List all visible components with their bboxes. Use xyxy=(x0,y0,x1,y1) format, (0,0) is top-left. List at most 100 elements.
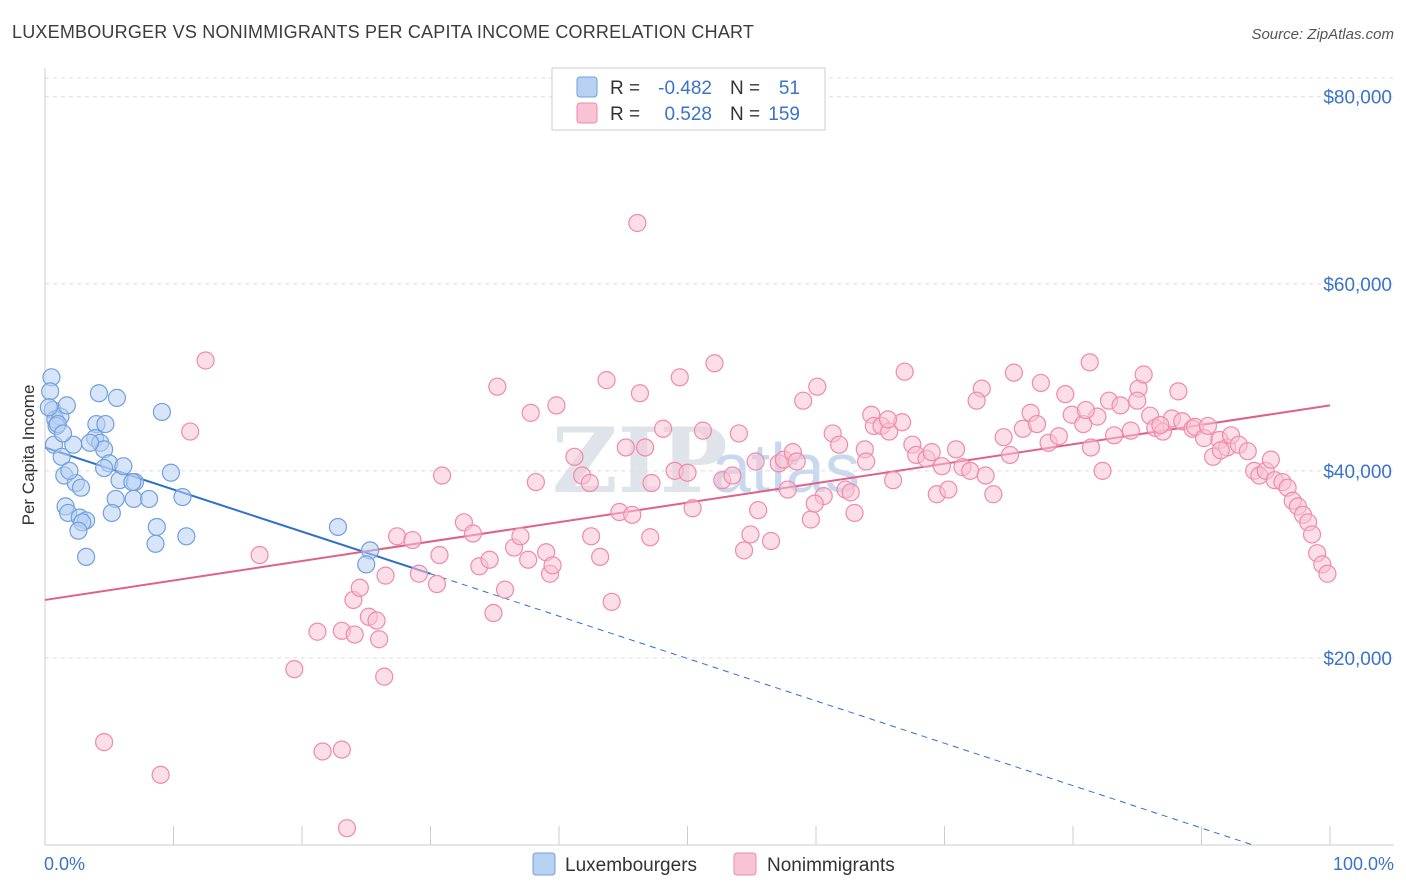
point-nonimmigrants xyxy=(547,396,566,415)
point-nonimmigrants xyxy=(511,527,530,546)
point-nonimmigrants xyxy=(623,505,642,524)
point-luxembourgers xyxy=(124,489,143,509)
point-nonimmigrants xyxy=(1261,450,1280,469)
point-luxembourgers xyxy=(95,458,114,478)
point-nonimmigrants xyxy=(1238,442,1257,461)
y-tick-labels: $20,000 $40,000 $60,000 $80,000 xyxy=(1323,88,1392,670)
y-tick-label: $20,000 xyxy=(1323,649,1392,670)
point-luxembourgers xyxy=(60,461,79,480)
point-nonimmigrants xyxy=(841,483,860,502)
point-nonimmigrants xyxy=(616,438,635,457)
point-nonimmigrants xyxy=(678,463,697,482)
bottom-legend-swatch-luxembourgers[interactable] xyxy=(532,852,556,876)
point-nonimmigrants xyxy=(376,566,395,585)
point-luxembourgers xyxy=(77,547,96,567)
point-luxembourgers xyxy=(71,478,91,497)
legend-n-label: N = xyxy=(730,78,760,99)
bottom-legend-label-luxembourgers[interactable]: Luxembourgers xyxy=(565,855,697,876)
legend-n-value-nonimmigrants: 159 xyxy=(768,104,800,125)
point-luxembourgers xyxy=(147,517,166,537)
point-nonimmigrants xyxy=(1080,353,1099,372)
point-nonimmigrants xyxy=(285,660,304,679)
point-nonimmigrants xyxy=(749,501,768,520)
point-nonimmigrants xyxy=(883,471,903,490)
point-nonimmigrants xyxy=(463,524,483,543)
point-luxembourgers xyxy=(69,521,88,540)
point-nonimmigrants xyxy=(1031,373,1050,393)
point-nonimmigrants xyxy=(95,733,114,752)
point-nonimmigrants xyxy=(1121,421,1140,440)
point-nonimmigrants xyxy=(1318,564,1337,583)
point-nonimmigrants xyxy=(741,525,760,544)
point-luxembourgers xyxy=(161,463,181,482)
legend-r-value-nonimmigrants: 0.528 xyxy=(664,104,712,125)
point-luxembourgers xyxy=(89,384,109,403)
point-nonimmigrants xyxy=(582,527,601,546)
point-nonimmigrants xyxy=(801,510,820,529)
point-luxembourgers xyxy=(357,555,376,574)
point-nonimmigrants xyxy=(250,545,269,565)
point-nonimmigrants xyxy=(345,625,364,644)
point-nonimmigrants xyxy=(729,424,749,443)
point-nonimmigrants xyxy=(683,499,702,518)
bottom-legend-swatch-nonimmigrants[interactable] xyxy=(733,852,757,876)
point-nonimmigrants xyxy=(946,440,966,459)
point-nonimmigrants xyxy=(488,377,507,396)
point-nonimmigrants xyxy=(746,452,765,471)
point-nonimmigrants xyxy=(1151,415,1170,435)
axes xyxy=(44,68,1394,846)
point-nonimmigrants xyxy=(1093,461,1112,480)
point-nonimmigrants xyxy=(830,435,849,454)
point-nonimmigrants xyxy=(984,485,1003,504)
point-nonimmigrants xyxy=(409,564,429,583)
point-nonimmigrants xyxy=(519,550,538,569)
trend-line-luxembourgers-extension xyxy=(430,573,1254,846)
point-nonimmigrants xyxy=(1027,414,1047,434)
point-nonimmigrants xyxy=(432,466,452,485)
point-nonimmigrants xyxy=(580,473,599,493)
bottom-legend: Luxembourgers Nonimmigrants xyxy=(532,852,895,876)
point-nonimmigrants xyxy=(628,213,647,233)
point-nonimmigrants xyxy=(1081,438,1101,457)
point-nonimmigrants xyxy=(543,556,562,575)
chart-title: LUXEMBOURGER VS NONIMMIGRANTS PER CAPITA… xyxy=(12,22,754,42)
point-nonimmigrants xyxy=(805,494,824,513)
point-nonimmigrants xyxy=(308,622,327,641)
point-nonimmigrants xyxy=(151,765,170,784)
point-nonimmigrants xyxy=(1302,525,1322,544)
point-nonimmigrants xyxy=(1211,441,1230,460)
point-nonimmigrants xyxy=(1000,445,1020,465)
point-nonimmigrants xyxy=(895,362,914,381)
point-nonimmigrants xyxy=(521,403,540,422)
point-nonimmigrants xyxy=(705,354,724,373)
point-luxembourgers xyxy=(102,503,121,523)
point-nonimmigrants xyxy=(1076,400,1095,420)
point-nonimmigrants xyxy=(597,371,616,390)
point-nonimmigrants xyxy=(526,472,545,492)
legend-n-value-luxembourgers: 51 xyxy=(779,78,800,99)
legend-swatch-nonimmigrants xyxy=(576,102,598,124)
point-nonimmigrants xyxy=(427,574,447,594)
point-nonimmigrants xyxy=(635,438,655,457)
point-luxembourgers xyxy=(41,382,60,401)
point-nonimmigrants xyxy=(181,422,200,441)
y-tick-label: $80,000 xyxy=(1323,88,1392,109)
point-luxembourgers xyxy=(114,457,133,476)
point-nonimmigrants xyxy=(565,447,584,466)
point-nonimmigrants xyxy=(794,391,813,410)
point-nonimmigrants xyxy=(332,740,351,759)
point-nonimmigrants xyxy=(403,530,422,550)
point-luxembourgers xyxy=(328,517,348,537)
point-nonimmigrants xyxy=(484,603,503,623)
point-nonimmigrants xyxy=(387,527,407,546)
point-nonimmigrants xyxy=(642,473,661,493)
point-nonimmigrants xyxy=(602,592,621,611)
chart-source: Source: ZipAtlas.com xyxy=(1251,26,1394,43)
point-nonimmigrants xyxy=(932,457,952,476)
legend-swatch-luxembourgers xyxy=(576,76,598,98)
point-nonimmigrants xyxy=(350,578,369,597)
point-nonimmigrants xyxy=(495,580,515,599)
bottom-legend-label-nonimmigrants[interactable]: Nonimmigrants xyxy=(767,855,895,876)
point-nonimmigrants xyxy=(196,351,215,370)
